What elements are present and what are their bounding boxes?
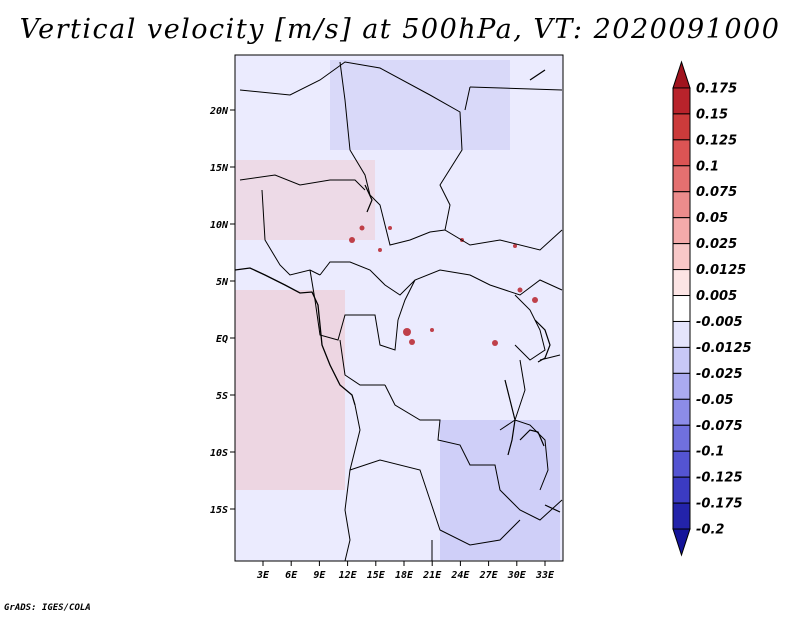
longitude-axis: 3E 6E 9E 12E 15E 18E 21E 24E 27E 30E 33E <box>256 561 555 581</box>
colorbar-swatch <box>672 87 691 115</box>
colorbar-label: 0.05 <box>696 211 728 226</box>
colorbar-label: 0.0125 <box>696 263 746 278</box>
lat-tick-label: 5N <box>216 277 229 288</box>
colorbar-label: -0.175 <box>696 497 743 512</box>
map-frame <box>234 54 564 562</box>
lon-tick-label: 30E <box>507 570 527 581</box>
colorbar-label: 0.025 <box>696 237 737 252</box>
lat-tick-label: 5S <box>216 391 228 402</box>
colorbar-label: -0.125 <box>696 471 743 486</box>
lat-tick-label: 10N <box>210 220 229 231</box>
colorbar-swatch <box>672 372 691 400</box>
colorbar-swatch <box>672 398 691 426</box>
colorbar-label: 0.075 <box>696 185 737 200</box>
colorbar-label: -0.025 <box>696 367 743 382</box>
lon-tick-label: 3E <box>256 570 270 581</box>
lon-tick-label: 33E <box>535 570 555 581</box>
lon-tick-label: 6E <box>285 570 298 581</box>
colorbar-label: 0.1 <box>696 159 719 174</box>
lon-tick-label: 18E <box>395 570 414 581</box>
velocity-field <box>235 55 563 561</box>
colorbar-label: 0.125 <box>696 133 737 148</box>
colorbar-swatch <box>672 139 691 167</box>
updraft-spots <box>349 225 538 346</box>
footer-credit: GrADS: IGES/COLA <box>4 603 91 613</box>
lat-tick-label: 10S <box>210 448 228 459</box>
colorbar-swatch <box>672 191 691 219</box>
colorbar-swatch <box>672 243 691 271</box>
colorbar-label: -0.1 <box>696 445 724 460</box>
colorbar-swatch <box>672 528 691 557</box>
colorbar-label: -0.05 <box>696 393 733 408</box>
colorbar-swatch <box>672 320 691 348</box>
lat-tick-label: EQ <box>216 334 228 345</box>
latitude-axis: 20N 15N 10N 5N EQ 5S 10S 15S <box>209 106 235 516</box>
lon-tick-label: 9E <box>313 570 326 581</box>
colorbar-swatch <box>672 113 691 141</box>
lon-tick-label: 15E <box>367 570 386 581</box>
lakes <box>364 69 561 513</box>
lon-tick-label: 24E <box>450 570 470 581</box>
coastline <box>235 267 356 406</box>
colorbar-label: -0.0125 <box>696 341 752 356</box>
colorbar-label: 0.005 <box>696 289 737 304</box>
colorbar-swatch <box>672 424 691 452</box>
colorbar-swatch <box>672 450 691 478</box>
lon-tick-label: 27E <box>479 570 499 581</box>
lat-tick-label: 20N <box>209 106 229 117</box>
colorbar-label: -0.075 <box>696 419 743 434</box>
colorbar-swatch <box>672 476 691 504</box>
lon-tick-label: 21E <box>422 570 442 581</box>
chart-title: Vertical velocity [m/s] at 500hPa, VT: 2… <box>19 14 781 45</box>
lat-tick-label: 15S <box>210 505 228 516</box>
colorbar-swatch <box>672 217 691 245</box>
colorbar-label: 0.15 <box>696 107 728 122</box>
lat-tick-label: 15N <box>210 163 229 174</box>
colorbar: 0.175 0.15 0.125 0.1 0.075 0.05 0.025 0.0125 0.0… <box>672 60 752 557</box>
colorbar-swatch <box>672 502 691 530</box>
colorbar-swatch <box>672 346 691 374</box>
colorbar-swatch <box>672 60 691 89</box>
colorbar-swatch <box>672 165 691 193</box>
colorbar-swatch <box>672 295 691 322</box>
colorbar-label: -0.2 <box>696 523 724 538</box>
colorbar-label: -0.005 <box>696 315 743 330</box>
country-borders <box>239 61 563 561</box>
lon-tick-label: 12E <box>339 570 358 581</box>
colorbar-label: 0.175 <box>696 81 737 96</box>
colorbar-swatch <box>672 269 691 297</box>
